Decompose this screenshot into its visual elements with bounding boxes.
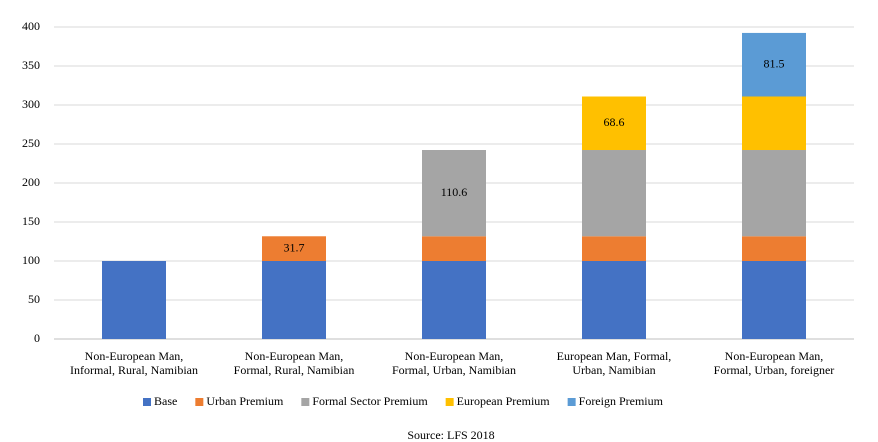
bar-segment [582,96,646,151]
y-tick-label: 250 [22,136,40,150]
x-tick-label: Informal, Rural, Namibian [70,363,198,377]
y-tick-label: 50 [28,292,40,306]
bar-segment [422,236,486,261]
bar-segment [262,236,326,261]
bar-segment [742,261,806,339]
y-tick-label: 150 [22,214,40,228]
x-tick-label: Non-European Man, [85,349,184,363]
bar-segment [582,261,646,339]
y-tick-label: 400 [22,19,40,33]
legend-swatch [567,398,576,406]
legend-label: Foreign Premium [579,394,664,408]
legend-label: Base [154,394,177,408]
x-tick-label: Formal, Urban, Namibian [392,363,516,377]
legend-swatch [195,398,204,406]
bar-segment [742,236,806,261]
bar-segment [422,261,486,339]
y-tick-label: 200 [22,175,40,189]
y-tick-label: 0 [34,331,40,345]
bar-segment [742,150,806,237]
legend-swatch [445,398,454,406]
x-tick-label: Non-European Man, [245,349,344,363]
bar-segment [422,150,486,237]
data-label: 110.6 [441,185,468,199]
legend-label: Urban Premium [206,394,284,408]
legend-swatch [301,398,310,406]
bar-segment [262,261,326,339]
y-tick-label: 300 [22,97,40,111]
bar-segment [102,261,166,339]
x-tick-label: Urban, Namibian [572,363,655,377]
bar-segment [742,32,806,97]
data-label: 81.5 [764,56,785,70]
x-tick-label: Formal, Urban, foreigner [714,363,835,377]
data-label: 31.7 [284,240,305,254]
x-tick-label: Non-European Man, [405,349,504,363]
bar-segment [582,236,646,261]
bar-segment [742,96,806,151]
x-tick-label: Non-European Man, [725,349,824,363]
y-tick-label: 100 [22,253,40,267]
x-tick-label: Formal, Rural, Namibian [234,363,355,377]
legend-label: Formal Sector Premium [312,394,428,408]
bar-segment [582,150,646,237]
data-label: 68.6 [604,115,625,129]
legend-swatch [143,398,151,406]
legend-label: European Premium [457,394,551,408]
x-tick-label: European Man, Formal, [557,349,672,363]
source-note: Source: LFS 2018 [407,428,494,442]
y-tick-label: 350 [22,58,40,72]
